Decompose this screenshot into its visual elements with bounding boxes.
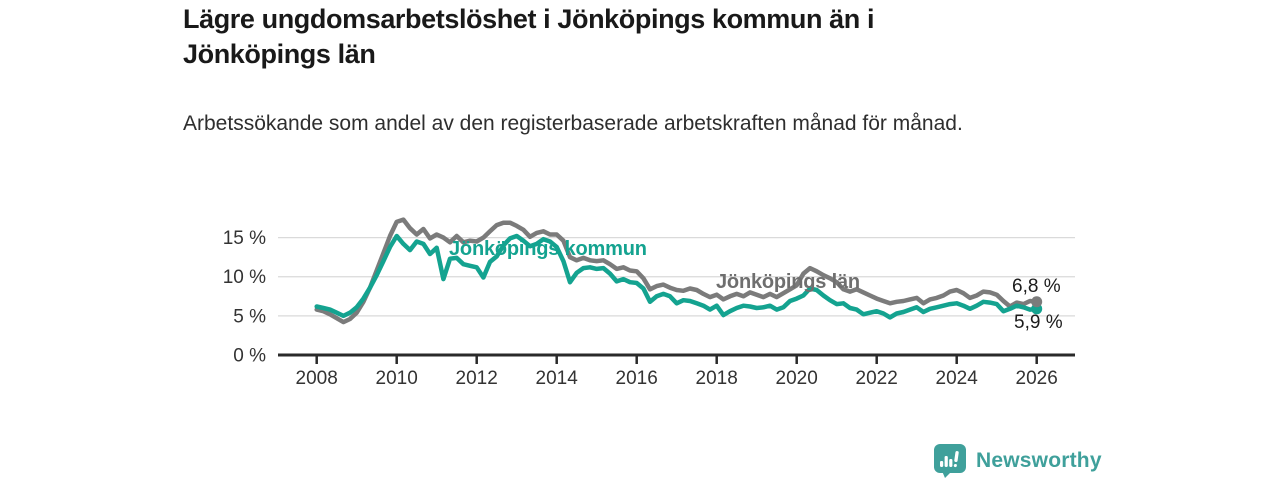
series-label-lan: Jönköpings län (716, 271, 860, 293)
x-axis-tick-label: 2010 (376, 368, 418, 389)
x-axis-tick-label: 2026 (1016, 368, 1058, 389)
x-axis-tick-label: 2018 (696, 368, 738, 389)
chart-subtitle: Arbetssökande som andel av den registerb… (183, 112, 963, 135)
series-line-lan (314, 217, 1039, 325)
newsworthy-logo: Newsworthy (933, 444, 1102, 478)
x-axis-tick-label: 2016 (616, 368, 658, 389)
series-line-kommun (314, 233, 1039, 320)
x-axis-tick-label: 2020 (776, 368, 818, 389)
series-end-dot-lan (1031, 296, 1043, 308)
end-value-label-kommun: 5,9 % (1014, 312, 1063, 333)
x-axis-tick-label: 2012 (456, 368, 498, 389)
y-axis-tick-label: 0 % (233, 346, 266, 367)
y-axis-tick-label: 15 % (223, 228, 266, 249)
x-axis-tick-label: 2024 (936, 368, 979, 389)
series-label-kommun: Jönköpings kommun (449, 238, 647, 260)
bar-chart-speech-bubble-icon (934, 444, 966, 478)
x-axis-tick-label: 2008 (296, 368, 338, 389)
brand-name: Newsworthy (976, 449, 1102, 472)
chart-title: Lägre ungdomsarbetslöshet i Jönköpings k… (183, 4, 875, 69)
x-axis-tick-label: 2022 (856, 368, 898, 389)
y-axis-tick-label: 5 % (233, 306, 266, 327)
y-axis-tick-label: 10 % (223, 267, 266, 288)
end-value-label-lan: 6,8 % (1012, 276, 1061, 297)
x-axis-tick-label: 2014 (536, 368, 579, 389)
